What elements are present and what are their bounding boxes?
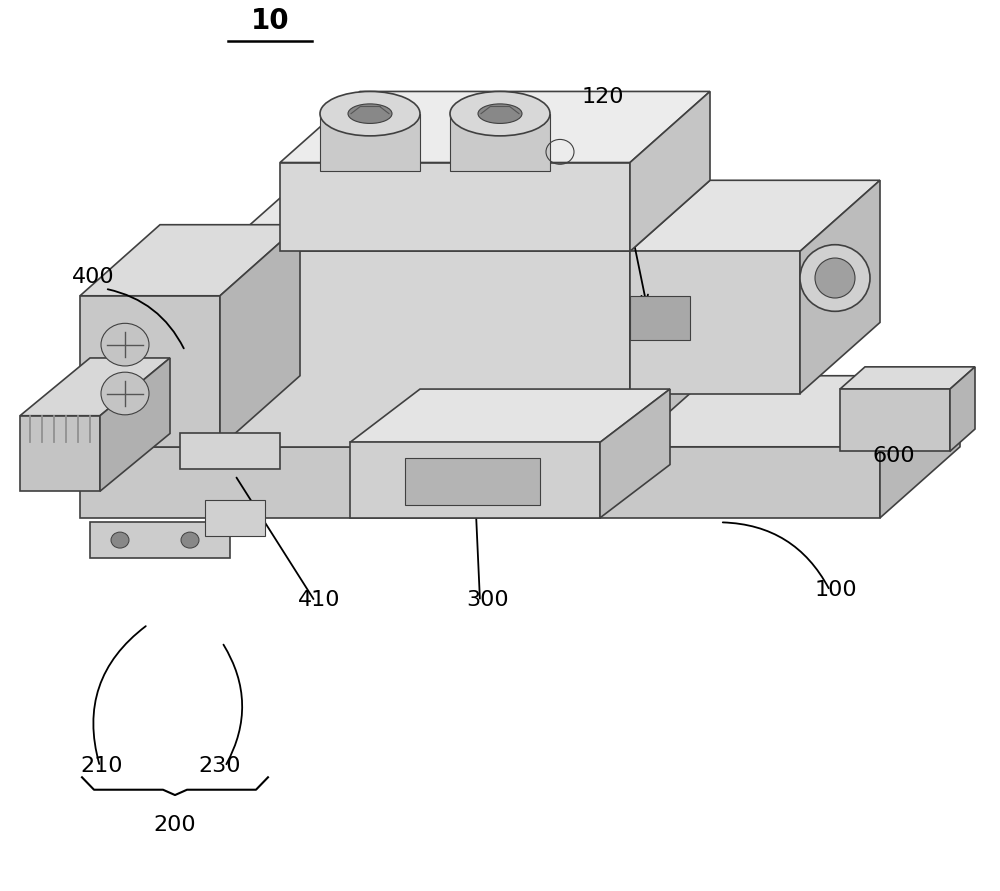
Polygon shape	[840, 389, 950, 451]
Text: 600: 600	[872, 446, 915, 466]
Polygon shape	[100, 358, 170, 491]
Ellipse shape	[800, 245, 870, 311]
Polygon shape	[80, 225, 300, 296]
Polygon shape	[630, 180, 880, 251]
Bar	[405, 458, 540, 504]
Polygon shape	[20, 358, 170, 416]
Text: 10: 10	[251, 7, 289, 36]
Text: 230: 230	[198, 756, 240, 775]
Circle shape	[101, 372, 149, 415]
Polygon shape	[320, 114, 420, 171]
Polygon shape	[630, 296, 690, 340]
Ellipse shape	[815, 258, 855, 298]
Polygon shape	[280, 162, 630, 251]
Ellipse shape	[478, 104, 522, 124]
Ellipse shape	[348, 104, 392, 124]
Polygon shape	[80, 296, 220, 446]
Text: 210: 210	[80, 756, 122, 775]
Polygon shape	[880, 376, 960, 518]
Polygon shape	[630, 180, 710, 446]
Text: 120: 120	[582, 87, 624, 108]
Polygon shape	[280, 92, 710, 162]
Polygon shape	[840, 367, 975, 389]
Ellipse shape	[320, 92, 420, 135]
Polygon shape	[220, 180, 710, 251]
Circle shape	[181, 532, 199, 548]
Polygon shape	[600, 389, 670, 518]
Polygon shape	[630, 92, 710, 251]
Text: 100: 100	[815, 580, 858, 600]
Polygon shape	[90, 522, 230, 558]
Polygon shape	[220, 225, 300, 446]
Ellipse shape	[450, 92, 550, 135]
Polygon shape	[20, 416, 100, 491]
Polygon shape	[180, 434, 280, 469]
Polygon shape	[350, 442, 600, 518]
Circle shape	[111, 532, 129, 548]
Polygon shape	[630, 251, 800, 394]
Polygon shape	[350, 389, 670, 442]
Polygon shape	[950, 367, 975, 451]
Text: 300: 300	[466, 590, 509, 610]
Polygon shape	[220, 251, 630, 446]
Polygon shape	[800, 180, 880, 394]
Text: 400: 400	[72, 267, 115, 287]
Polygon shape	[450, 114, 550, 171]
Polygon shape	[205, 500, 265, 535]
Polygon shape	[80, 446, 880, 518]
Text: 410: 410	[298, 590, 340, 610]
Polygon shape	[80, 376, 960, 446]
Text: 200: 200	[154, 815, 196, 835]
Circle shape	[101, 323, 149, 366]
